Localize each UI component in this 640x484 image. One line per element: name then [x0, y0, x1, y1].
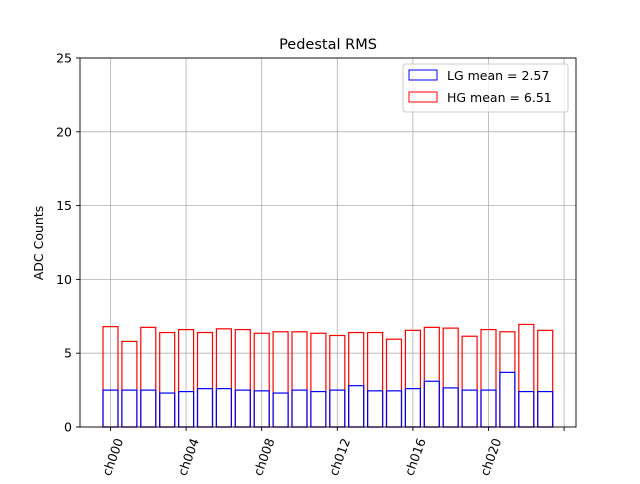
grid-lines [80, 57, 576, 428]
legend-label-hg: HG mean = 6.51 [447, 90, 552, 105]
axes-frame [79, 57, 577, 428]
y-tick-label: 15 [56, 198, 72, 213]
legend-frame [402, 63, 569, 113]
legend: LG mean = 2.57 HG mean = 6.51 [402, 63, 569, 113]
y-tick-label: 10 [56, 272, 72, 287]
y-tick-label: 5 [64, 346, 72, 361]
axes [76, 57, 577, 431]
legend-swatch-hg [408, 91, 438, 103]
chart-title: Pedestal RMS [279, 37, 377, 53]
legend-label-lg: LG mean = 2.57 [447, 68, 549, 83]
legend-swatch-lg [408, 69, 438, 81]
y-tick-label: 25 [56, 51, 72, 66]
y-tick-label: 0 [64, 420, 72, 435]
y-axis-label: ADC Counts [31, 206, 46, 281]
y-tick-label: 20 [56, 124, 72, 139]
